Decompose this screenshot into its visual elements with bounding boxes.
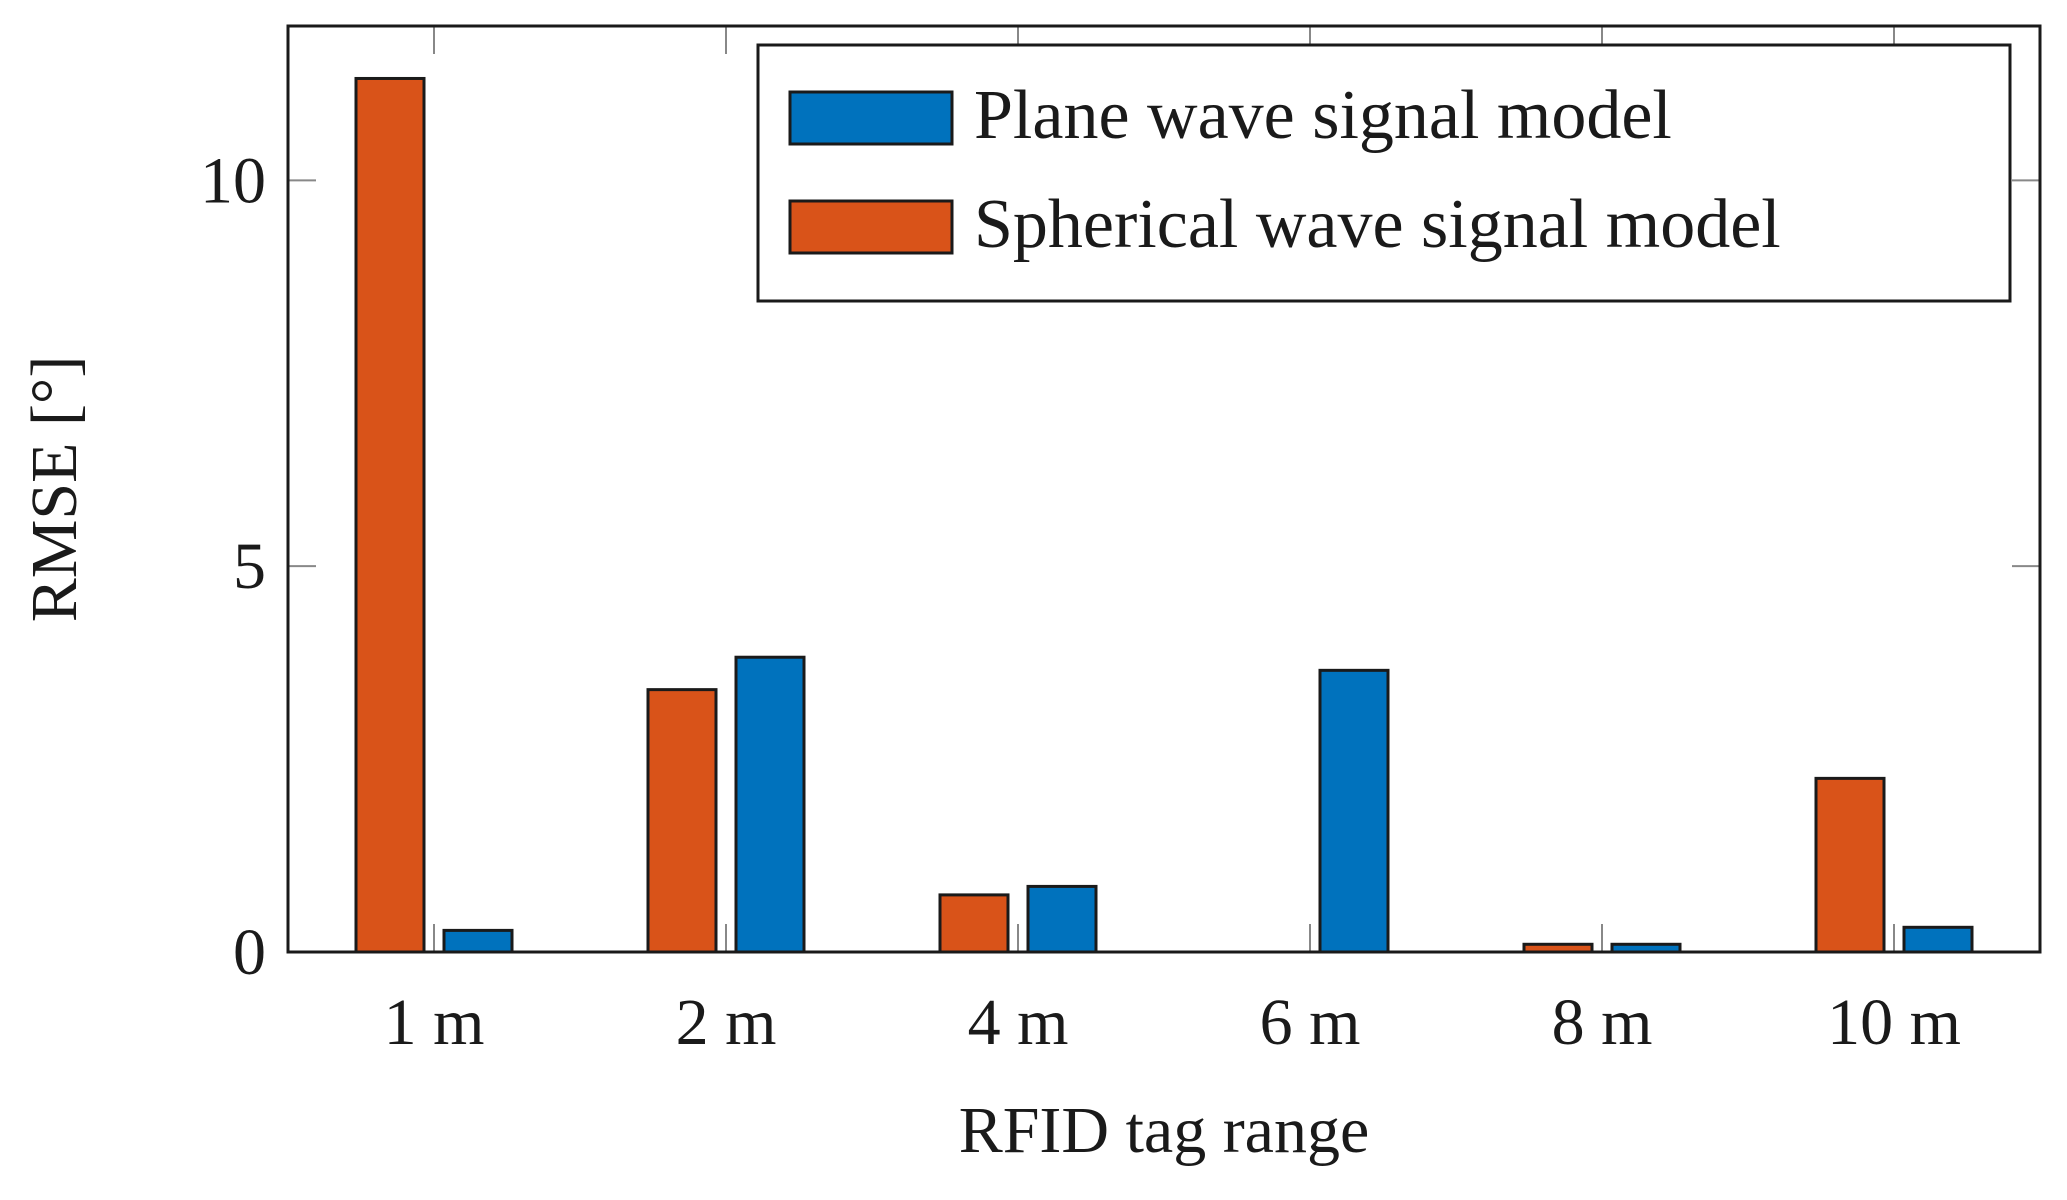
- legend-box: [756, 43, 2012, 303]
- tick-labels: 0 5 10 1 m 2 m 4 m 6 m 8 m 10 m: [200, 144, 1961, 1059]
- bar-plane-wave-2: [1026, 884, 1098, 954]
- y-axis-label: RMSE [°]: [18, 356, 91, 623]
- bar-plane-wave-3: [1318, 668, 1390, 954]
- x-axis-label: RFID tag range: [959, 1094, 1370, 1167]
- legend-swatch-spherical-wave: [788, 199, 954, 255]
- y-tick-label-2: 10: [200, 144, 266, 217]
- legend-label-spherical-wave: Spherical wave signal model: [974, 186, 1781, 263]
- legend-label-plane-wave: Plane wave signal model: [974, 77, 1672, 154]
- x-tick-label-0: 1 m: [384, 986, 485, 1059]
- x-tick-label-3: 6 m: [1260, 986, 1361, 1059]
- bar-plane-wave-5: [1902, 925, 1974, 954]
- y-tick-label-0: 0: [233, 916, 266, 989]
- x-tick-label-5: 10 m: [1827, 986, 1961, 1059]
- bar-spherical-wave-0: [354, 76, 426, 954]
- bar-spherical-wave-2: [938, 893, 1010, 954]
- x-tick-label-1: 2 m: [676, 986, 777, 1059]
- legend-swatch-plane-wave: [788, 90, 954, 146]
- plot-frame: [286, 24, 2042, 954]
- x-tick-label-2: 4 m: [968, 986, 1069, 1059]
- legend: Plane wave signal model Spherical wave s…: [756, 43, 2012, 303]
- bar-plane-wave-1: [734, 655, 806, 954]
- y-tick-label-1: 5: [233, 530, 266, 603]
- bar-plane-wave-0: [442, 928, 514, 954]
- x-tick-label-4: 8 m: [1552, 986, 1653, 1059]
- bar-spherical-wave-1: [646, 688, 718, 954]
- bar-spherical-wave-5: [1814, 776, 1886, 954]
- bars: [354, 76, 1974, 954]
